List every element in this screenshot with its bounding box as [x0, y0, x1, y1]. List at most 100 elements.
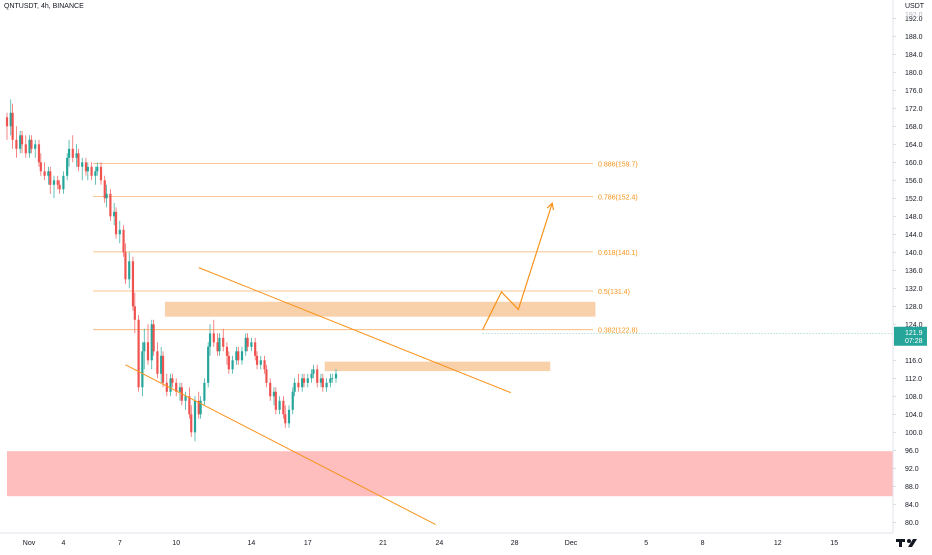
candle — [133, 292, 136, 334]
candle — [20, 130, 24, 154]
price-tick-label: 104.0 — [905, 412, 923, 419]
candle — [212, 319, 215, 347]
projection-arrowhead — [546, 202, 555, 211]
candle — [152, 319, 155, 356]
candle-body — [86, 166, 89, 172]
candle — [235, 346, 238, 365]
price-tick-label: 124.0 — [905, 322, 923, 329]
resistance-zone — [164, 301, 596, 317]
fib-level-label: 0.382(122.8) — [598, 328, 638, 335]
candle — [81, 157, 84, 181]
candle — [175, 378, 178, 397]
candle — [56, 175, 59, 190]
candle — [150, 319, 153, 370]
candle — [28, 135, 31, 158]
candle-body — [331, 378, 334, 380]
candle — [272, 387, 276, 406]
price-tick-label: 80.0 — [905, 520, 919, 527]
candle — [86, 162, 89, 181]
candle — [208, 324, 212, 356]
candle-body — [235, 351, 238, 361]
tradingview-logo-icon — [896, 539, 917, 547]
time-tick-label: 15 — [830, 540, 838, 547]
candle-body — [184, 396, 187, 401]
price-tick-label: 140.0 — [905, 250, 923, 257]
candle-body — [227, 355, 230, 370]
candle — [178, 382, 182, 401]
candle — [84, 157, 88, 176]
candle — [39, 153, 42, 176]
candle-body — [334, 373, 338, 379]
candle-body — [161, 355, 165, 383]
candle — [103, 175, 106, 203]
candle — [329, 373, 332, 388]
candle — [265, 364, 268, 388]
candle — [274, 387, 277, 415]
candle-body — [178, 387, 182, 392]
candle-body — [99, 166, 103, 181]
candle — [5, 112, 9, 140]
breakout-retest-zone — [324, 361, 551, 372]
candle-body — [197, 400, 200, 415]
candle — [71, 135, 74, 163]
candle — [66, 153, 69, 181]
price-tick-label: 84.0 — [905, 502, 919, 509]
candle-body — [160, 355, 163, 374]
candle-body — [143, 342, 146, 352]
price-tick-label: 176.0 — [905, 88, 923, 95]
candle — [188, 387, 191, 419]
candle-body — [218, 337, 221, 352]
candle-body — [9, 112, 12, 127]
candle-body — [56, 180, 59, 185]
candle-body — [131, 261, 135, 307]
candle — [207, 342, 210, 388]
price-tick-label: 112.0 — [905, 376, 922, 383]
candle — [122, 225, 125, 257]
time-tick-label: 8 — [701, 540, 705, 547]
candle-body — [133, 306, 136, 320]
price-tick-label: 144.0 — [905, 232, 923, 239]
candle — [77, 148, 80, 172]
price-tick-label: 156.0 — [905, 178, 923, 185]
candle-body — [291, 391, 294, 410]
candle — [37, 139, 41, 167]
price-tick-label: 184.0 — [905, 52, 923, 59]
candle — [259, 355, 262, 370]
candle — [263, 355, 266, 374]
time-axis[interactable]: Nov 4 7 10 14 17 21 24 28 Dec 5 8 12 15 — [0, 532, 893, 547]
candle-body — [81, 162, 84, 167]
current-price-badge[interactable] — [894, 326, 927, 346]
candle — [30, 135, 33, 154]
price-tick-label: 164.0 — [905, 142, 923, 149]
fib-level-label: 0.886(159.7) — [598, 162, 638, 169]
candle — [114, 207, 118, 239]
candle-body — [90, 166, 93, 176]
price-tick-label: 188.0 — [905, 34, 923, 41]
candle-body — [254, 342, 257, 356]
candle-body — [128, 261, 131, 280]
candle — [284, 405, 287, 428]
candle-body — [105, 193, 108, 199]
candle-body — [49, 171, 52, 185]
fib-level-label: 0.786(152.4) — [598, 195, 638, 202]
price-tick-label: 168.0 — [905, 124, 923, 131]
time-tick-label: 21 — [379, 540, 387, 547]
candle-body — [15, 139, 18, 149]
fibonacci-layer: 0.886(159.7) 0.786(152.4) 0.618(140.1) 0.5(… — [93, 162, 638, 335]
candle-body — [216, 342, 219, 352]
price-tick-label: 148.0 — [905, 214, 923, 221]
fib-level-label: 0.5(131.4) — [598, 289, 630, 296]
time-tick-label: 10 — [172, 540, 180, 547]
candle — [169, 373, 172, 397]
candle — [131, 256, 135, 311]
candle — [203, 378, 206, 406]
candle-body — [137, 319, 140, 388]
candle-body — [146, 342, 150, 361]
candle-body — [246, 337, 249, 347]
candle — [287, 405, 291, 428]
candle-body — [39, 162, 42, 172]
candle — [325, 378, 328, 392]
price-axis[interactable]: 80.0 84.0 88.0 92.0 96.0 100.0 104.0 108.0 112.0… — [482, 0, 932, 550]
